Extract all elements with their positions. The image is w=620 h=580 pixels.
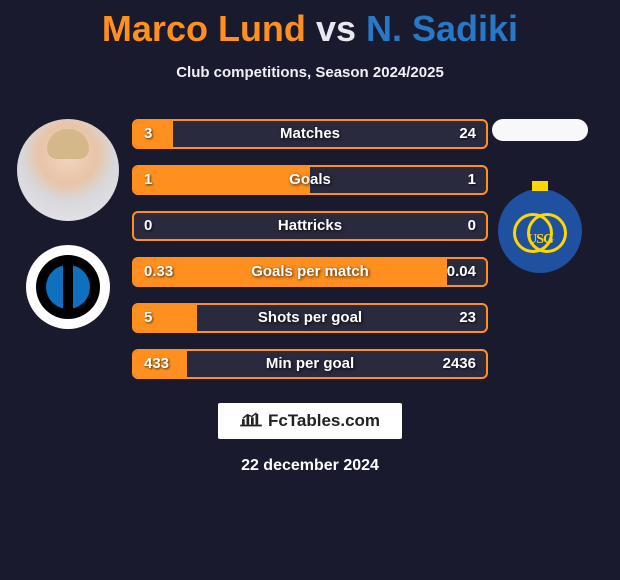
stat-label: Shots per goal [134,305,486,331]
footer: FcTables.com 22 december 2024 [0,403,620,475]
chart-icon [240,412,262,430]
attribution-badge: FcTables.com [218,403,402,439]
stat-row: 4332436Min per goal [132,349,488,379]
comparison-content: 324Matches 11Goals 00Hattricks 0.330.04Goal… [0,119,620,399]
title-player1: Marco Lund [102,8,306,49]
page-title: Marco Lund vs N. Sadiki [0,0,620,50]
player2-column: USG [490,119,590,273]
stat-row: 324Matches [132,119,488,149]
stat-row: 523Shots per goal [132,303,488,333]
player1-column [8,119,128,329]
player1-avatar [17,119,119,221]
player2-avatar-placeholder [492,119,588,141]
stat-label: Matches [134,121,486,147]
stat-label: Min per goal [134,351,486,377]
player2-club-badge-icon: USG [498,189,582,273]
date-text: 22 december 2024 [0,457,620,475]
stat-label: Hattricks [134,213,486,239]
player1-club-badge-icon [26,245,110,329]
stat-label: Goals per match [134,259,486,285]
usg-badge-text: USG [527,233,553,247]
attribution-text: FcTables.com [268,411,380,431]
subtitle: Club competitions, Season 2024/2025 [0,64,620,81]
stat-row: 11Goals [132,165,488,195]
stat-bars: 324Matches 11Goals 00Hattricks 0.330.04Goal… [132,119,488,395]
title-vs: vs [316,8,356,49]
stat-row: 00Hattricks [132,211,488,241]
stat-label: Goals [134,167,486,193]
title-player2: N. Sadiki [366,8,518,49]
stat-row: 0.330.04Goals per match [132,257,488,287]
